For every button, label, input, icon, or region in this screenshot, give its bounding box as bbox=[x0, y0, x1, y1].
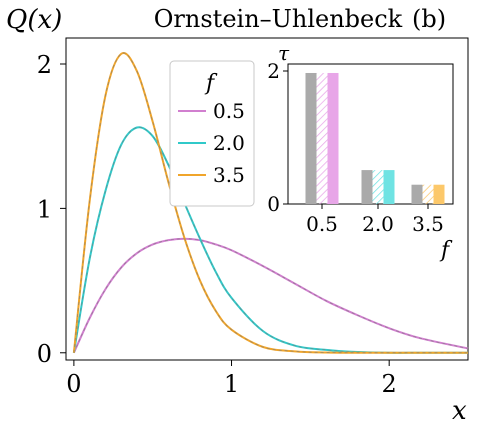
inset-bar-2.0-2 bbox=[383, 170, 395, 204]
x-axis-label: x bbox=[452, 396, 467, 426]
main-plot-frame bbox=[65, 37, 469, 361]
inset-bar-2.0-1 bbox=[372, 170, 384, 204]
inset-x-axis-label: f bbox=[439, 238, 453, 263]
chart-title: Ornstein–Uhlenbeck bbox=[154, 5, 403, 33]
inset-x-tick-label: 2.0 bbox=[362, 212, 394, 236]
y-tick-label: 1 bbox=[37, 195, 52, 223]
legend-label-2.0: 2.0 bbox=[213, 131, 245, 155]
legend-label-3.5: 3.5 bbox=[213, 163, 245, 187]
y-tick-label: 2 bbox=[37, 51, 52, 79]
inset-plot: 0.5 2.0 3.5 0 2 τ f bbox=[267, 41, 454, 263]
main-series-group bbox=[72, 51, 469, 354]
y-axis-label: Q(x) bbox=[6, 5, 62, 35]
inset-bar-0.5-0 bbox=[305, 72, 317, 205]
inset-bar-0.5-2 bbox=[327, 72, 339, 205]
series-dashed-overlay-0.5 bbox=[73, 238, 469, 353]
inset-bar-3.5-0 bbox=[411, 184, 423, 204]
inset-y-tick-label: 0 bbox=[267, 192, 280, 216]
main-plot: 0 1 2 0 1 2 bbox=[37, 37, 469, 398]
legend-label-0.5: 0.5 bbox=[213, 99, 245, 123]
legend-box bbox=[169, 60, 255, 207]
inset-bar-0.5-1 bbox=[316, 72, 328, 205]
y-tick-label: 0 bbox=[37, 340, 52, 368]
x-tick-label: 2 bbox=[382, 370, 397, 398]
inset-ticks-group: 0.5 2.0 3.5 0 2 bbox=[267, 59, 444, 236]
inset-x-tick-label: 3.5 bbox=[412, 212, 444, 236]
inset-bar-3.5-2 bbox=[433, 184, 445, 204]
legend-items: 0.5 2.0 3.5 bbox=[178, 99, 245, 187]
inset-y-axis-label: τ bbox=[278, 41, 290, 65]
x-tick-label: 0 bbox=[66, 370, 81, 398]
inset-x-tick-label: 0.5 bbox=[306, 212, 338, 236]
inset-bar-3.5-1 bbox=[422, 184, 434, 204]
inset-y-tick-label: 2 bbox=[267, 59, 280, 83]
panel-label: (b) bbox=[412, 5, 446, 33]
inset-bar-2.0-0 bbox=[361, 170, 373, 204]
series-dashed-overlay-3.5 bbox=[73, 52, 468, 354]
main-ticks-group: 0 1 2 0 1 2 bbox=[37, 51, 397, 398]
inset-bars-group bbox=[305, 72, 445, 205]
x-tick-label: 1 bbox=[224, 370, 239, 398]
legend: f 0.52.03.5 bbox=[169, 60, 255, 207]
